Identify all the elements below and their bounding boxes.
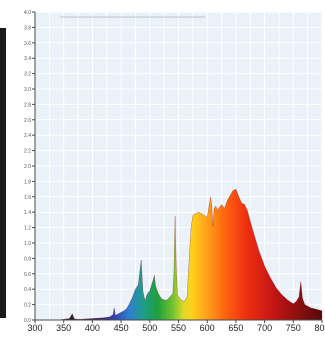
x-tick-label: 700 <box>257 323 272 333</box>
y-tick-label: 0.8 <box>24 256 31 262</box>
x-tick-label: 350 <box>56 323 71 333</box>
x-tick-label: 650 <box>228 323 243 333</box>
x-tick-label: 450 <box>114 323 129 333</box>
y-tick-label: 1.4 <box>24 210 31 216</box>
x-tick-label: 400 <box>85 323 100 333</box>
y-tick-label: 2.4 <box>24 133 31 139</box>
y-tick-label: 2.2 <box>24 149 31 155</box>
y-tick-label: 3.4 <box>24 56 31 62</box>
x-tick-label: 600 <box>200 323 215 333</box>
grid-lines <box>34 11 323 321</box>
left-dark-strip <box>0 28 6 318</box>
y-tick-label: 2.6 <box>24 118 31 124</box>
x-tick-label: 300 <box>27 323 42 333</box>
x-tick-label: 800 <box>314 323 325 333</box>
y-tick-label: 3.6 <box>24 41 31 47</box>
y-tick-label: 0.2 <box>24 303 31 309</box>
y-tick-label: 2.0 <box>24 164 31 170</box>
y-tick-labels: 0.0 0.2 0.4 0.6 0.8 1.0 1.2 1.4 1.6 1.8 2.0 2.2 2.4 2… <box>24 10 35 324</box>
y-tick-label: 1.0 <box>24 241 31 247</box>
y-tick-label: 1.8 <box>24 179 31 185</box>
x-tick-label: 750 <box>286 323 301 333</box>
x-tick-label: 500 <box>142 323 157 333</box>
y-tick-label: 1.2 <box>24 226 31 232</box>
y-tick-label: 0.6 <box>24 272 31 278</box>
y-tick-label: 3.0 <box>24 87 31 93</box>
y-tick-label: 4.0 <box>24 10 31 16</box>
spectrum-series-area <box>35 188 323 321</box>
x-tick-labels: 300 350 400 450 500 550 600 650 700 750 800 <box>27 320 325 333</box>
y-tick-label: 3.8 <box>24 25 31 31</box>
spectrum-area <box>35 188 323 321</box>
x-tick-label: 550 <box>171 323 186 333</box>
y-tick-label: 1.6 <box>24 195 31 201</box>
y-tick-label: 2.8 <box>24 102 31 108</box>
y-tick-label: 3.2 <box>24 72 31 78</box>
y-tick-label: 0.0 <box>24 318 31 324</box>
y-tick-label: 0.4 <box>24 287 31 293</box>
